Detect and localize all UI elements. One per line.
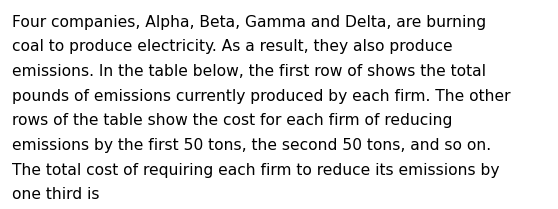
- Text: Four companies, Alpha, Beta, Gamma and Delta, are burning: Four companies, Alpha, Beta, Gamma and D…: [12, 15, 487, 30]
- Text: emissions by the first 50 tons, the second 50 tons, and so on.: emissions by the first 50 tons, the seco…: [12, 138, 492, 153]
- Text: coal to produce electricity. As a result, they also produce: coal to produce electricity. As a result…: [12, 39, 453, 54]
- Text: one third is: one third is: [12, 187, 100, 202]
- Text: rows of the table show the cost for each firm of reducing: rows of the table show the cost for each…: [12, 113, 453, 128]
- Text: emissions. In the table below, the first row of shows the total: emissions. In the table below, the first…: [12, 64, 486, 79]
- Text: The total cost of requiring each firm to reduce its emissions by: The total cost of requiring each firm to…: [12, 163, 500, 178]
- Text: pounds of emissions currently produced by each firm. The other: pounds of emissions currently produced b…: [12, 89, 511, 104]
